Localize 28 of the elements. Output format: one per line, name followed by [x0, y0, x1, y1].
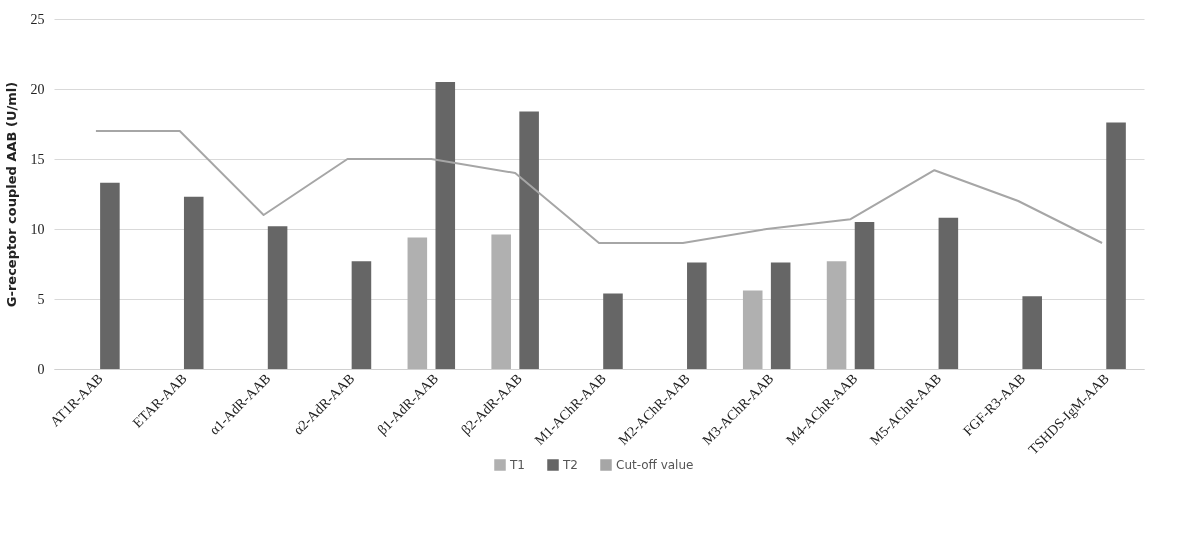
bar: [687, 262, 707, 369]
bar: [826, 261, 847, 369]
bar: [742, 290, 763, 369]
y-tick-label: 5: [37, 291, 45, 307]
bar: [770, 262, 791, 369]
bar: [491, 234, 511, 369]
legend-label: Cut-off value: [616, 458, 694, 472]
bar: [267, 226, 288, 369]
legend-label: T1: [509, 458, 525, 472]
y-tick-label: 0: [37, 361, 45, 377]
bar: [435, 82, 456, 369]
line-series: [94, 130, 1104, 244]
bar: [519, 111, 539, 369]
bar: [183, 196, 204, 369]
bar: [603, 293, 623, 369]
bar: [351, 261, 372, 369]
y-axis-title: G-receptor coupled AAB (U/ml): [3, 81, 19, 308]
bar: [854, 222, 875, 369]
y-tick-label: 15: [30, 151, 45, 167]
bar: [938, 217, 959, 369]
y-tick-label: 25: [30, 11, 45, 27]
bar: [100, 182, 120, 369]
y-tick-label: 10: [30, 221, 45, 237]
bar: [407, 237, 428, 369]
bar: [1022, 296, 1042, 369]
bar: [1106, 122, 1126, 369]
legend-label: T2: [562, 458, 578, 472]
y-tick-label: 20: [30, 81, 45, 97]
